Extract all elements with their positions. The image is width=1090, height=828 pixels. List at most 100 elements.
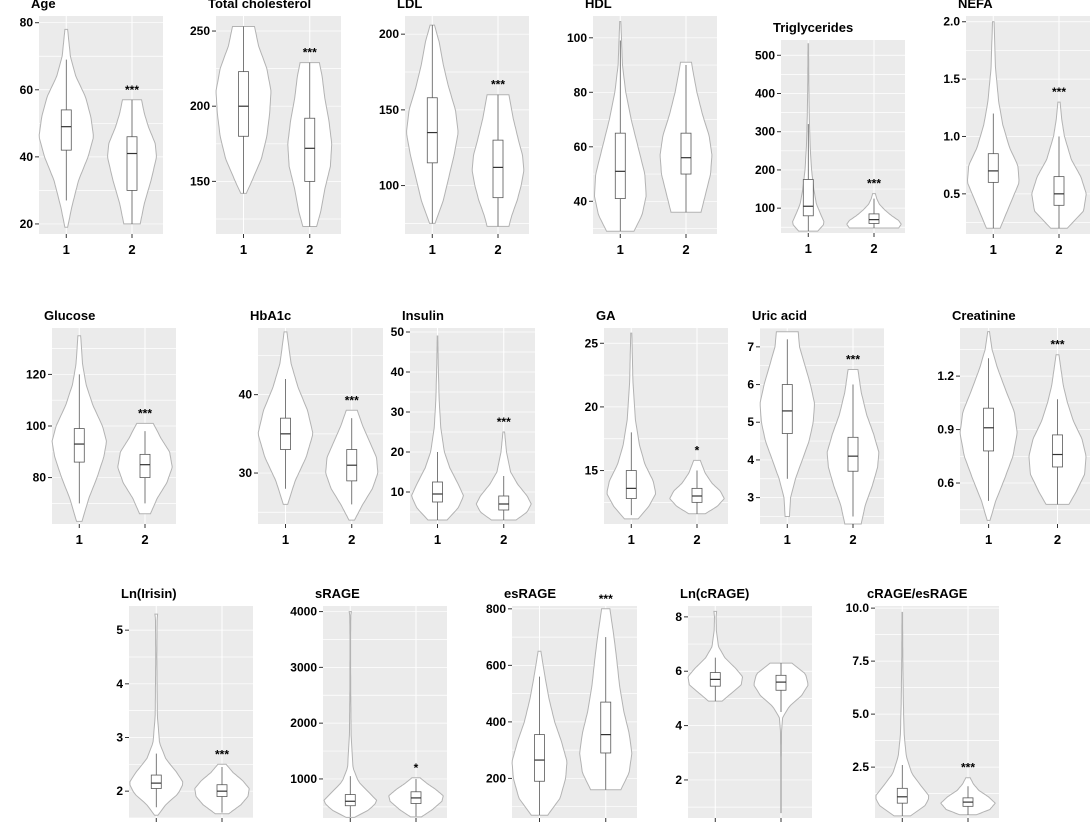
y-tick-label: 6: [675, 664, 682, 678]
x-tick-label: 1: [899, 826, 906, 828]
panel-srage: sRAGE 1000 2000 3000 4000 * 1 2: [290, 586, 447, 828]
panel-title: GA: [596, 308, 616, 323]
violin-group-1: [129, 613, 184, 816]
x-tick-label: 2: [306, 242, 313, 257]
panel-title: Age: [31, 0, 56, 11]
y-tick-label: 200: [486, 771, 506, 785]
significance-label: ***: [345, 393, 359, 407]
panel-ln-irisin: Ln(Irisin) 2 3 4 5 *** 1 2: [116, 586, 253, 828]
y-tick-label: 250: [190, 24, 210, 38]
iqr-box: [847, 436, 859, 472]
y-tick-label: 100: [567, 31, 587, 45]
iqr-box: [868, 213, 880, 224]
y-tick-label: 1000: [290, 772, 317, 786]
significance-label: *: [695, 443, 700, 457]
x-tick-label: 2: [494, 242, 501, 257]
iqr-box: [498, 495, 510, 511]
iqr-box: [60, 109, 72, 151]
x-tick-label: 2: [682, 242, 689, 257]
x-tick-label: 1: [617, 242, 624, 257]
x-tick-label: 2: [1054, 532, 1061, 547]
y-tick-label: 0.5: [943, 187, 960, 201]
panel-total-cholesterol: Total cholesterol 150 200 250 *** 1 2: [190, 0, 341, 257]
panel-background: [688, 606, 812, 818]
y-tick-label: 2.5: [852, 760, 869, 774]
y-tick-label: 2.0: [943, 15, 960, 29]
x-tick-label: 1: [784, 532, 791, 547]
y-tick-label: 25: [585, 336, 599, 350]
y-tick-label: 20: [391, 445, 405, 459]
x-tick-label: 2: [870, 241, 877, 256]
panel-title: sRAGE: [315, 586, 360, 601]
x-tick-label: 1: [347, 826, 354, 828]
panel-title: Total cholesterol: [208, 0, 311, 11]
panel-title: LDL: [397, 0, 422, 11]
y-tick-label: 0.9: [937, 423, 954, 437]
y-tick-label: 40: [20, 150, 34, 164]
y-tick-label: 10.0: [846, 601, 870, 615]
panel-title: NEFA: [958, 0, 993, 11]
y-tick-label: 7: [747, 340, 754, 354]
iqr-box: [126, 136, 138, 191]
x-tick-label: 1: [990, 242, 997, 257]
y-tick-label: 50: [391, 325, 405, 339]
y-tick-label: 40: [391, 365, 405, 379]
iqr-box: [625, 470, 637, 499]
y-tick-label: 1.5: [943, 72, 960, 86]
significance-label: ***: [497, 415, 511, 429]
y-tick-label: 400: [486, 715, 506, 729]
iqr-box: [150, 774, 162, 789]
y-tick-label: 10: [391, 485, 405, 499]
y-tick-label: 3: [116, 730, 123, 744]
y-tick-label: 300: [755, 125, 775, 139]
y-tick-label: 4: [675, 719, 682, 733]
x-tick-label: 2: [777, 826, 784, 828]
significance-label: ***: [491, 78, 505, 92]
significance-label: ***: [138, 406, 152, 420]
panel-title: Uric acid: [752, 308, 807, 323]
y-tick-label: 4: [747, 453, 754, 467]
iqr-box: [781, 384, 793, 434]
panel-title: Ln(Irisin): [121, 586, 177, 601]
y-tick-label: 4: [116, 677, 123, 691]
panel-ln-crage: Ln(cRAGE) 2 4 6 8 1 2: [675, 586, 812, 828]
y-tick-label: 400: [755, 87, 775, 101]
iqr-box: [802, 179, 814, 217]
x-tick-label: 2: [218, 826, 225, 828]
iqr-box: [691, 487, 703, 503]
panel-ga: GA 15 20 25 * 1 2: [585, 308, 728, 547]
violin-group-1: [323, 611, 378, 818]
y-tick-label: 20: [585, 400, 599, 414]
x-tick-label: 2: [348, 532, 355, 547]
significance-label: ***: [215, 747, 229, 761]
panel-title: HbA1c: [250, 308, 291, 323]
y-tick-label: 5: [747, 415, 754, 429]
panel-title: Glucose: [44, 308, 95, 323]
iqr-box: [238, 71, 249, 137]
y-tick-label: 5.0: [852, 707, 869, 721]
x-tick-label: 1: [805, 241, 812, 256]
y-tick-label: 2000: [290, 716, 317, 730]
panel-hba1c: HbA1c 30 40 *** 1 2: [239, 308, 383, 547]
y-tick-label: 4000: [290, 605, 317, 619]
iqr-box: [432, 481, 443, 503]
y-tick-label: 60: [574, 140, 588, 154]
panel-uric-acid: Uric acid 3 4 5 6 7 *** 1 2: [747, 308, 884, 547]
y-tick-label: 100: [379, 179, 399, 193]
y-tick-label: 200: [379, 27, 399, 41]
significance-label: ***: [303, 46, 317, 60]
panel-age: Age 20 40 60 80 *** 1 2: [20, 0, 163, 257]
y-tick-label: 1.2: [937, 369, 954, 383]
panel-esrage: esRAGE 200 400 600 800 *** 1 2: [486, 586, 637, 828]
significance-label: ***: [867, 177, 881, 191]
y-tick-label: 3: [747, 491, 754, 505]
x-tick-label: 2: [849, 532, 856, 547]
iqr-box: [614, 132, 626, 199]
y-tick-label: 7.5: [852, 654, 869, 668]
y-tick-label: 8: [675, 610, 682, 624]
panel-ldl: LDL 100 150 200 *** 1 2: [379, 0, 529, 257]
violin-group-1: [411, 335, 464, 521]
y-tick-label: 60: [20, 83, 34, 97]
y-tick-label: 600: [486, 658, 506, 672]
x-tick-label: 2: [964, 826, 971, 828]
